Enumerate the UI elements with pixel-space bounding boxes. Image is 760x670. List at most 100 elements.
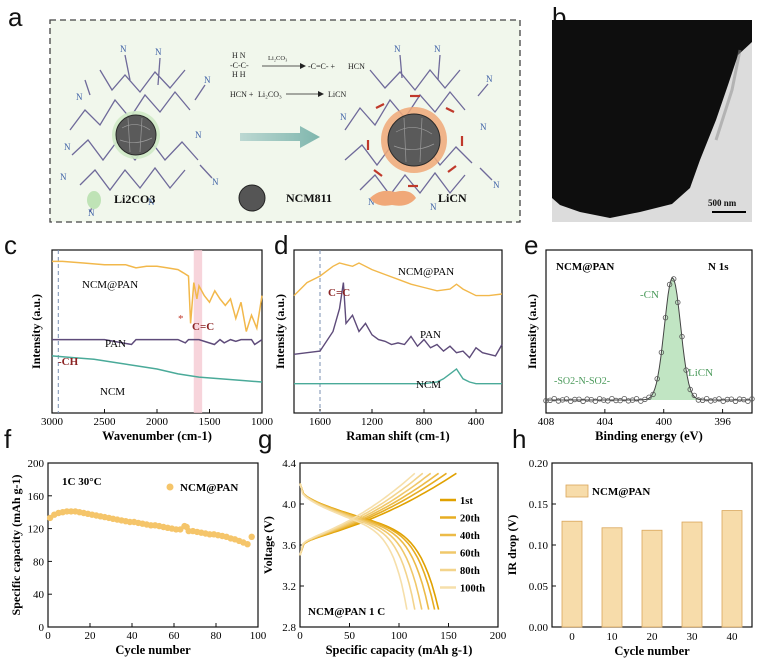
series-line-pan <box>52 338 263 346</box>
panel-letter-h: h <box>512 424 527 454</box>
legend-label-20th: 20th <box>460 514 480 525</box>
scale-bar-label: 500 nm <box>708 198 737 208</box>
y-tick-label: 0.20 <box>529 458 549 470</box>
data-point <box>248 533 255 540</box>
legend-label: NCM@PAN <box>592 486 650 498</box>
data-point <box>543 398 549 404</box>
y-tick-label: 160 <box>28 491 45 503</box>
y-tick-label: 3.2 <box>282 581 296 593</box>
charge-curve-100th <box>299 472 416 556</box>
bar-40 <box>721 510 743 628</box>
x-tick-label: 200 <box>490 630 507 642</box>
data-point <box>745 398 751 404</box>
label-ncm-pan: NCM@PAN <box>82 279 138 291</box>
x-tick-label: 100 <box>391 630 408 642</box>
label-sulfonyl: -SO2-N-SO2- <box>554 376 610 387</box>
x-tick-label: 1000 <box>251 416 274 428</box>
series-line-ncm <box>51 355 263 383</box>
panel-letter-d: d <box>274 230 289 260</box>
data-point <box>728 396 735 402</box>
label-cn: -CN <box>640 289 659 301</box>
data-point <box>666 281 673 288</box>
x-tick-label: 80 <box>211 630 223 642</box>
panel-letter-a: a <box>8 2 23 32</box>
x-tick-label: 1200 <box>361 416 384 428</box>
legend-swatch <box>565 484 589 498</box>
label-ncm: NCM <box>416 379 441 391</box>
label-pan: PAN <box>420 329 441 341</box>
data-point <box>691 392 697 399</box>
y-axis-label: Voltage (V) <box>261 516 275 574</box>
asterisk-marker: * <box>178 313 184 325</box>
x-tick-label: 400 <box>655 416 672 428</box>
data-point <box>679 333 685 340</box>
x-axis-label: Wavenumber (cm-1) <box>102 429 212 443</box>
x-axis-label: Specific capacity (mAh g-1) <box>326 643 473 657</box>
plot-frame <box>545 249 753 414</box>
series-line-ncmpan <box>293 262 503 297</box>
bar-20 <box>641 529 663 628</box>
x-tick-label: 396 <box>714 416 731 428</box>
y-tick-label: 0 <box>39 622 45 634</box>
series-line-ncm <box>294 367 502 385</box>
x-tick-label: 20 <box>647 631 659 643</box>
series-line-pan <box>293 282 503 359</box>
legend-li2co3-label: Li2CO3 <box>114 192 156 206</box>
x-tick-label: 20 <box>85 630 97 642</box>
x-tick-label: 0 <box>569 631 575 643</box>
x-tick-label: 60 <box>169 630 181 642</box>
y-axis-label: Intensity (a.u.) <box>29 294 43 369</box>
x-tick-label: 50 <box>344 630 356 642</box>
legend-label-40th: 40th <box>460 531 480 542</box>
data-point <box>662 315 669 321</box>
data-point <box>580 398 586 404</box>
discharge-curve-100th <box>299 483 408 610</box>
label-cc: C=C <box>328 287 350 299</box>
label-ncm-pan: NCM@PAN <box>398 266 454 278</box>
x-tick-label: 150 <box>440 630 457 642</box>
data-point <box>749 396 755 402</box>
x-tick-label: 0 <box>297 630 303 642</box>
panel-letter-g: g <box>258 424 273 454</box>
x-tick-label: 2500 <box>94 416 117 428</box>
panel-letter-f: f <box>4 424 12 454</box>
condition-label: NCM@PAN 1 C <box>308 606 385 618</box>
data-point <box>732 398 739 404</box>
y-tick-label: 0.10 <box>529 540 549 552</box>
y-axis-label: Intensity (a.u.) <box>273 294 287 369</box>
x-tick-label: 2000 <box>146 416 169 428</box>
label-ncm-pan: NCM@PAN <box>556 261 614 273</box>
data-point <box>244 541 251 548</box>
y-axis-label: Specific capacity (mAh g-1) <box>9 475 23 616</box>
bar-0 <box>561 520 583 628</box>
legend-label-80th: 80th <box>460 566 480 577</box>
plot-frame <box>47 462 259 628</box>
y-axis-label: IR drop (V) <box>505 515 519 575</box>
data-point <box>687 386 693 393</box>
data-point <box>683 367 689 373</box>
x-tick-label: 40 <box>727 631 739 643</box>
condition-label: 1C 30°C <box>62 476 102 488</box>
data-point <box>704 396 710 402</box>
x-tick-label: 1500 <box>199 416 222 428</box>
legend-ncm811-label: NCM811 <box>286 191 332 205</box>
y-tick-label: 80 <box>33 556 45 568</box>
y-axis-label: Intensity (a.u.) <box>525 294 539 369</box>
x-axis-label: Raman shift (cm-1) <box>346 429 449 443</box>
data-point <box>642 396 648 403</box>
data-point <box>671 276 677 282</box>
data-point <box>563 396 570 402</box>
label-cc: C=C <box>192 321 214 333</box>
x-tick-label: 30 <box>687 631 699 643</box>
data-point <box>654 376 660 382</box>
x-axis-label: Binding energy (eV) <box>595 429 703 443</box>
data-point <box>584 396 590 402</box>
x-tick-label: 400 <box>468 416 485 428</box>
x-axis-label: Cycle number <box>115 643 191 657</box>
data-point <box>724 396 730 403</box>
